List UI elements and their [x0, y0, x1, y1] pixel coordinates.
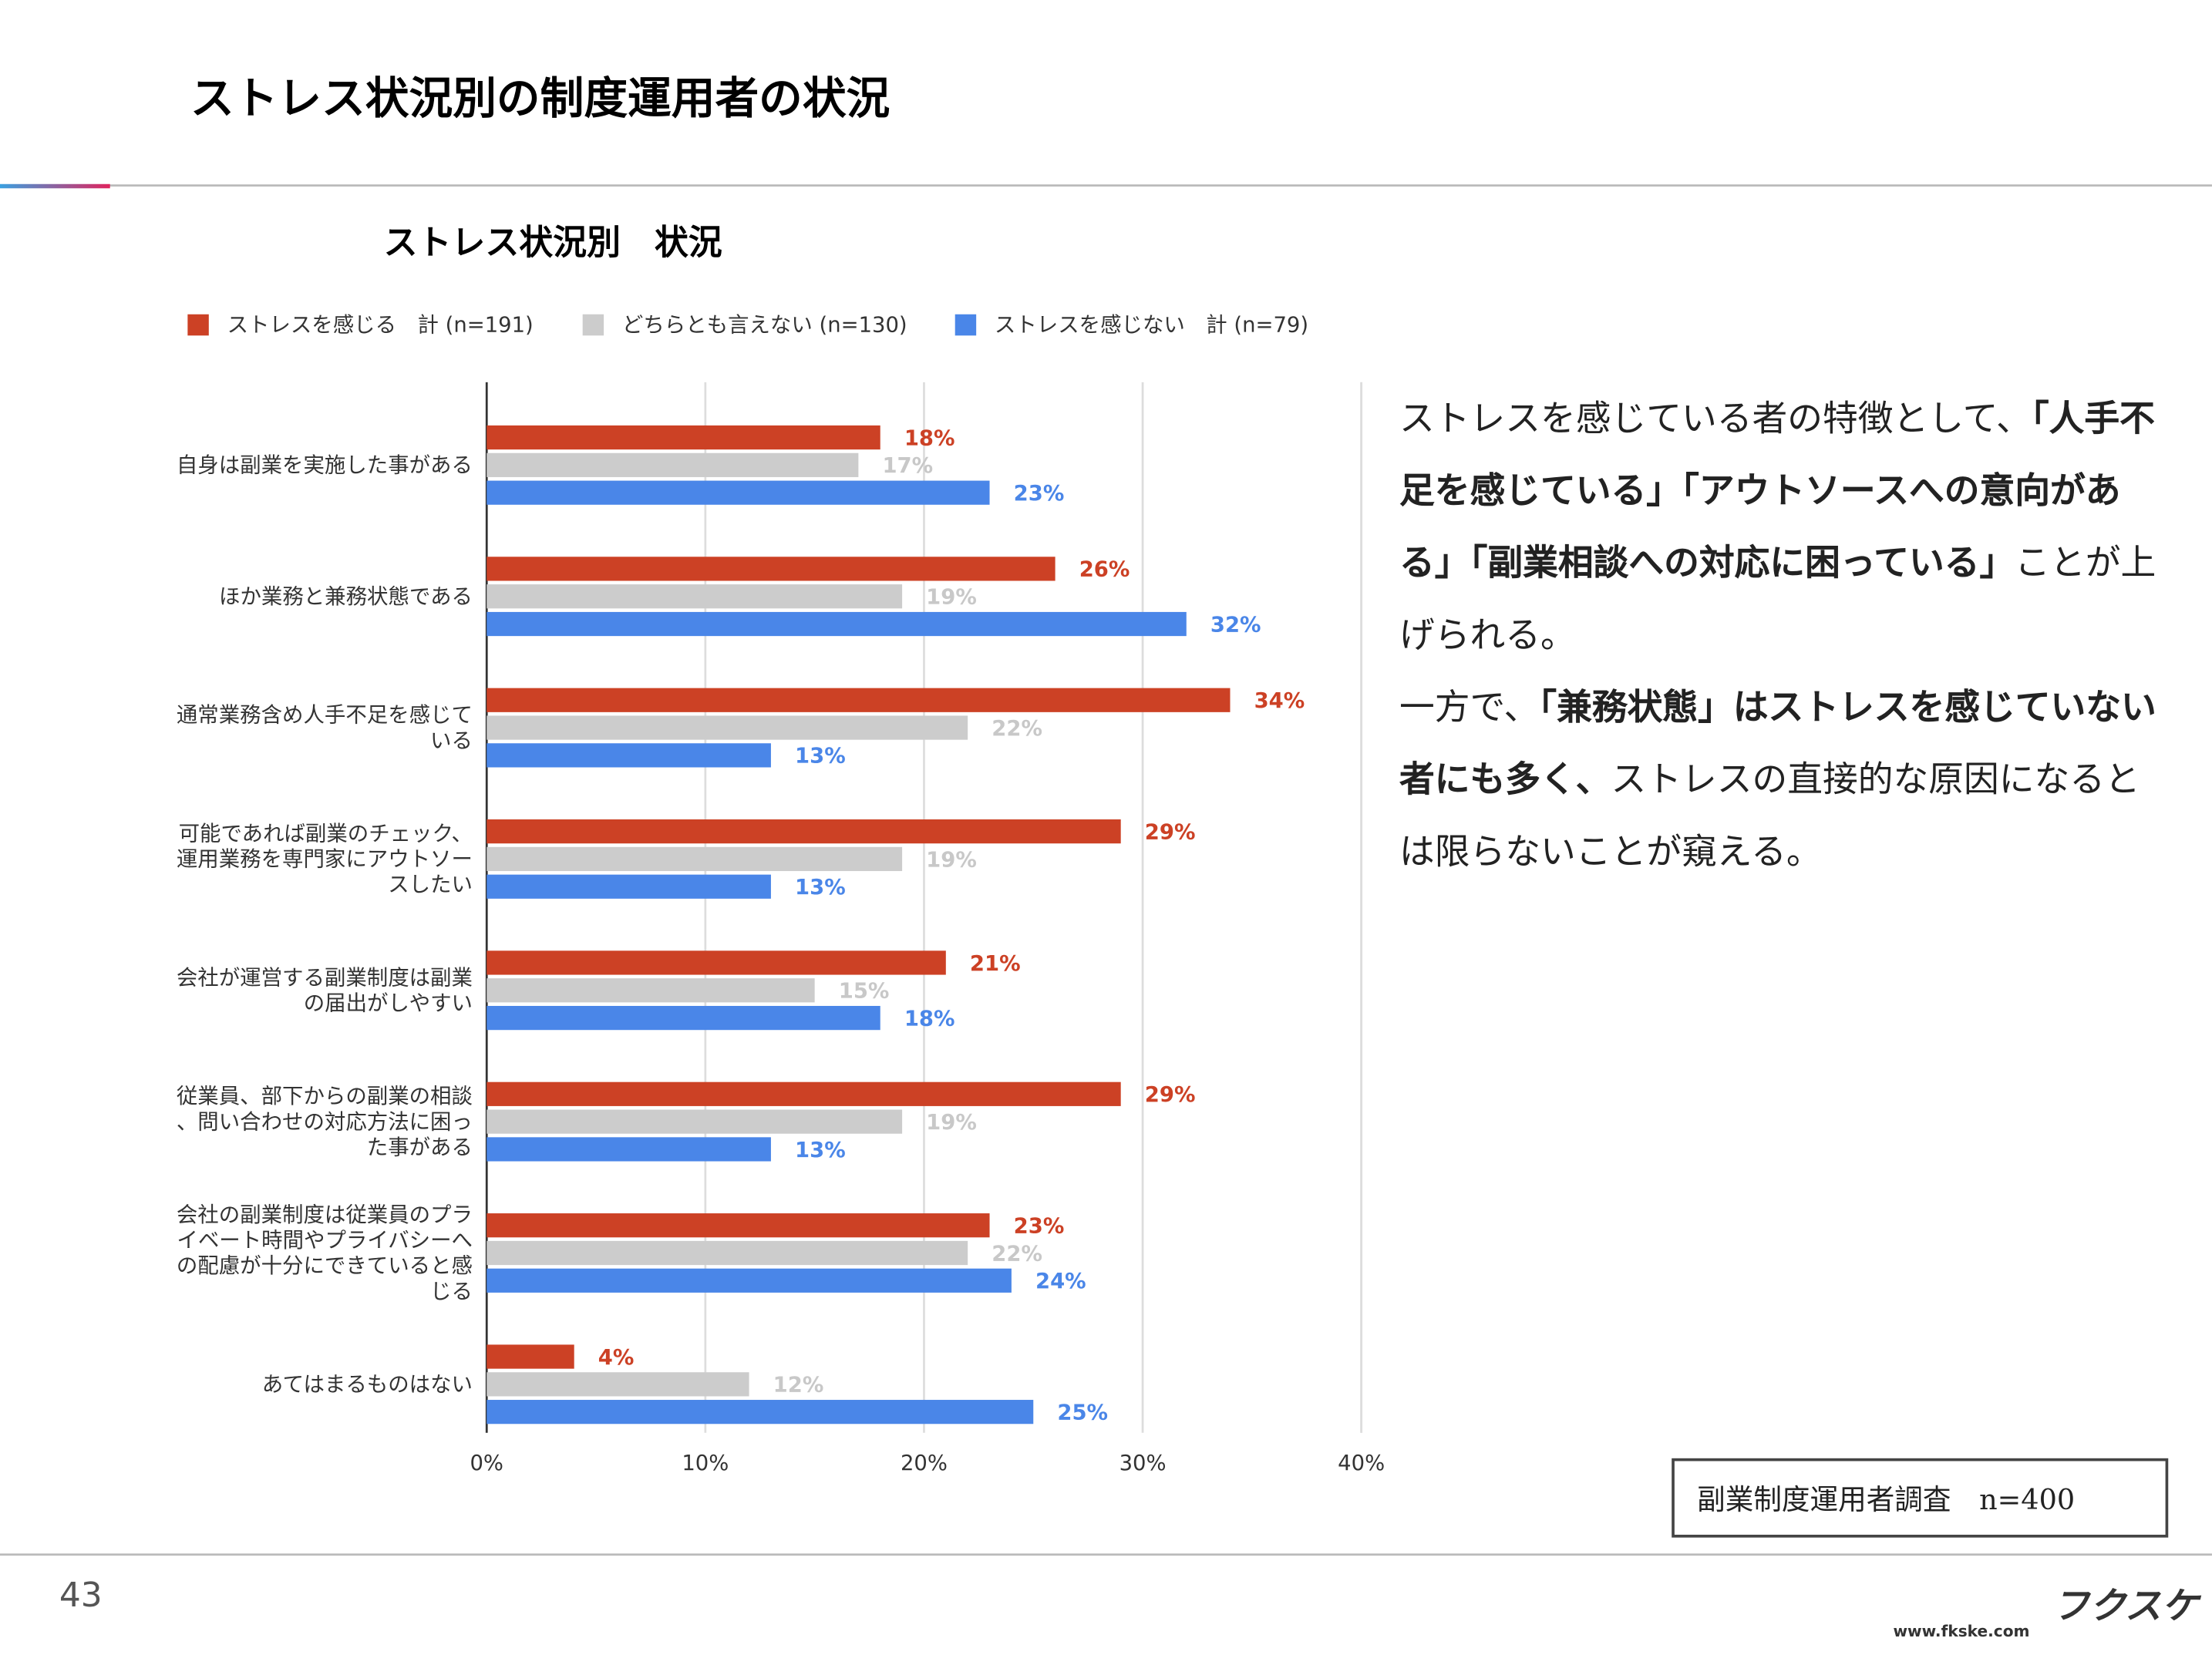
logo: フクスケ	[2052, 1585, 2201, 1627]
source-box: 副業制度運用者調査 n=400	[1672, 1458, 2169, 1538]
bar	[487, 874, 771, 899]
bar	[487, 715, 968, 740]
legend-label: ストレスを感じない 計 (n=79)	[995, 312, 1308, 337]
x-tick-label: 20%	[901, 1451, 948, 1475]
note-text: 一方で、	[1399, 686, 1540, 728]
bar	[487, 1109, 903, 1134]
bar	[487, 1081, 1121, 1106]
value-label: 18%	[904, 1006, 955, 1031]
note-text: 「兼務状態」はストレスを感じていない者にも多く、	[1399, 686, 2156, 800]
legend-swatch	[954, 314, 977, 336]
y-tick-label: 自身は副業を実施した事がある	[177, 452, 473, 477]
legend-label: ストレスを感じる 計 (n=191)	[227, 312, 534, 337]
value-label: 12%	[773, 1373, 824, 1398]
y-tick-label: 通常業務含め人手不足を感じている	[177, 703, 473, 753]
bar	[487, 950, 946, 975]
value-label: 19%	[926, 1110, 977, 1135]
value-label: 13%	[795, 1138, 846, 1162]
value-label: 19%	[926, 585, 977, 610]
legend-swatch	[187, 314, 209, 336]
value-label: 24%	[1035, 1269, 1086, 1293]
note-text: 「人手不足を感じている」「アウトソースへの意向がある」「副業相談への対応に困って…	[1399, 398, 2155, 584]
x-tick-label: 40%	[1338, 1451, 1385, 1475]
note: ストレスを感じている者の特徴として、「人手不足を感じている」「アウトソースへの意…	[1399, 382, 2168, 888]
bar	[487, 584, 903, 609]
bar	[487, 1400, 1034, 1424]
legend-label: どちらとも言えない (n=130)	[622, 312, 907, 337]
x-tick-label: 0%	[470, 1451, 503, 1475]
value-label: 25%	[1057, 1400, 1108, 1424]
bar	[487, 1344, 574, 1369]
page-number: 43	[59, 1576, 103, 1615]
bar	[487, 1005, 880, 1031]
value-label: 23%	[1014, 1213, 1065, 1238]
bar	[487, 611, 1187, 637]
bar	[487, 557, 1055, 581]
value-label: 22%	[992, 1241, 1042, 1266]
y-tick-label: 会社の副業制度は従業員のプライベート時間やプライバシーへの配慮が十分にできている…	[177, 1202, 473, 1303]
bar	[487, 452, 859, 477]
legend-swatch	[582, 314, 604, 336]
value-label: 34%	[1254, 688, 1305, 713]
bar	[487, 1372, 749, 1397]
value-label: 13%	[795, 875, 846, 900]
y-tick-label: 可能であれば副業のチェック、運用業務を専門家にアウトソースしたい	[177, 821, 473, 896]
slide-title: ストレス状況別の制度運用者の状況	[190, 73, 890, 124]
value-label: 26%	[1079, 557, 1130, 582]
note-text: ことが上げられる。	[1399, 542, 2156, 656]
bar	[487, 1137, 771, 1162]
bar	[487, 688, 1231, 712]
value-label: 17%	[882, 453, 933, 478]
note-text: ストレスを感じている者の特徴として、	[1399, 398, 2032, 439]
value-label: 21%	[970, 951, 1021, 976]
value-label: 32%	[1210, 612, 1261, 637]
value-label: 18%	[904, 426, 955, 450]
y-tick-label: あてはまるものはない	[262, 1372, 473, 1397]
bar	[487, 480, 990, 505]
value-label: 19%	[926, 847, 977, 872]
value-label: 13%	[795, 744, 846, 769]
value-label: 23%	[1014, 481, 1065, 506]
bar	[487, 846, 903, 872]
note-text: ストレスの直接的な原因になるとは限らないことが窺える。	[1399, 758, 2140, 873]
bar	[487, 978, 815, 1003]
note-paragraph: ストレスを感じている者の特徴として、「人手不足を感じている」「アウトソースへの意…	[1399, 382, 2168, 671]
bar	[487, 1213, 990, 1238]
bar	[487, 425, 880, 450]
url: www.fkske.com	[1893, 1622, 2029, 1640]
value-label: 29%	[1145, 819, 1196, 844]
y-tick-label: ほか業務と兼務状態である	[219, 584, 473, 609]
value-label: 22%	[992, 716, 1042, 741]
value-label: 15%	[839, 979, 890, 1004]
header-accent	[0, 183, 110, 189]
bar	[487, 1268, 1012, 1293]
x-tick-label: 30%	[1119, 1451, 1167, 1475]
bar	[487, 1240, 968, 1266]
bar	[487, 819, 1121, 844]
y-tick-label: 従業員、部下からの副業の相談、問い合わせの対応方法に困った事がある	[177, 1084, 473, 1159]
value-label: 29%	[1145, 1082, 1196, 1107]
chart-title: ストレス状況別 状況	[384, 223, 722, 262]
x-tick-label: 10%	[682, 1451, 729, 1475]
value-label: 4%	[598, 1345, 635, 1370]
plot: 0% 10% 20% 30% 40% ストレスを感じる 計 (n=191) どちらとも言えな…	[177, 312, 1385, 1475]
note-paragraph: 一方で、「兼務状態」はストレスを感じていない者にも多く、ストレスの直接的な原因に…	[1399, 671, 2168, 888]
bar	[487, 743, 771, 768]
y-tick-label: 会社が運営する副業制度は副業の届出がしやすい	[177, 965, 473, 1015]
